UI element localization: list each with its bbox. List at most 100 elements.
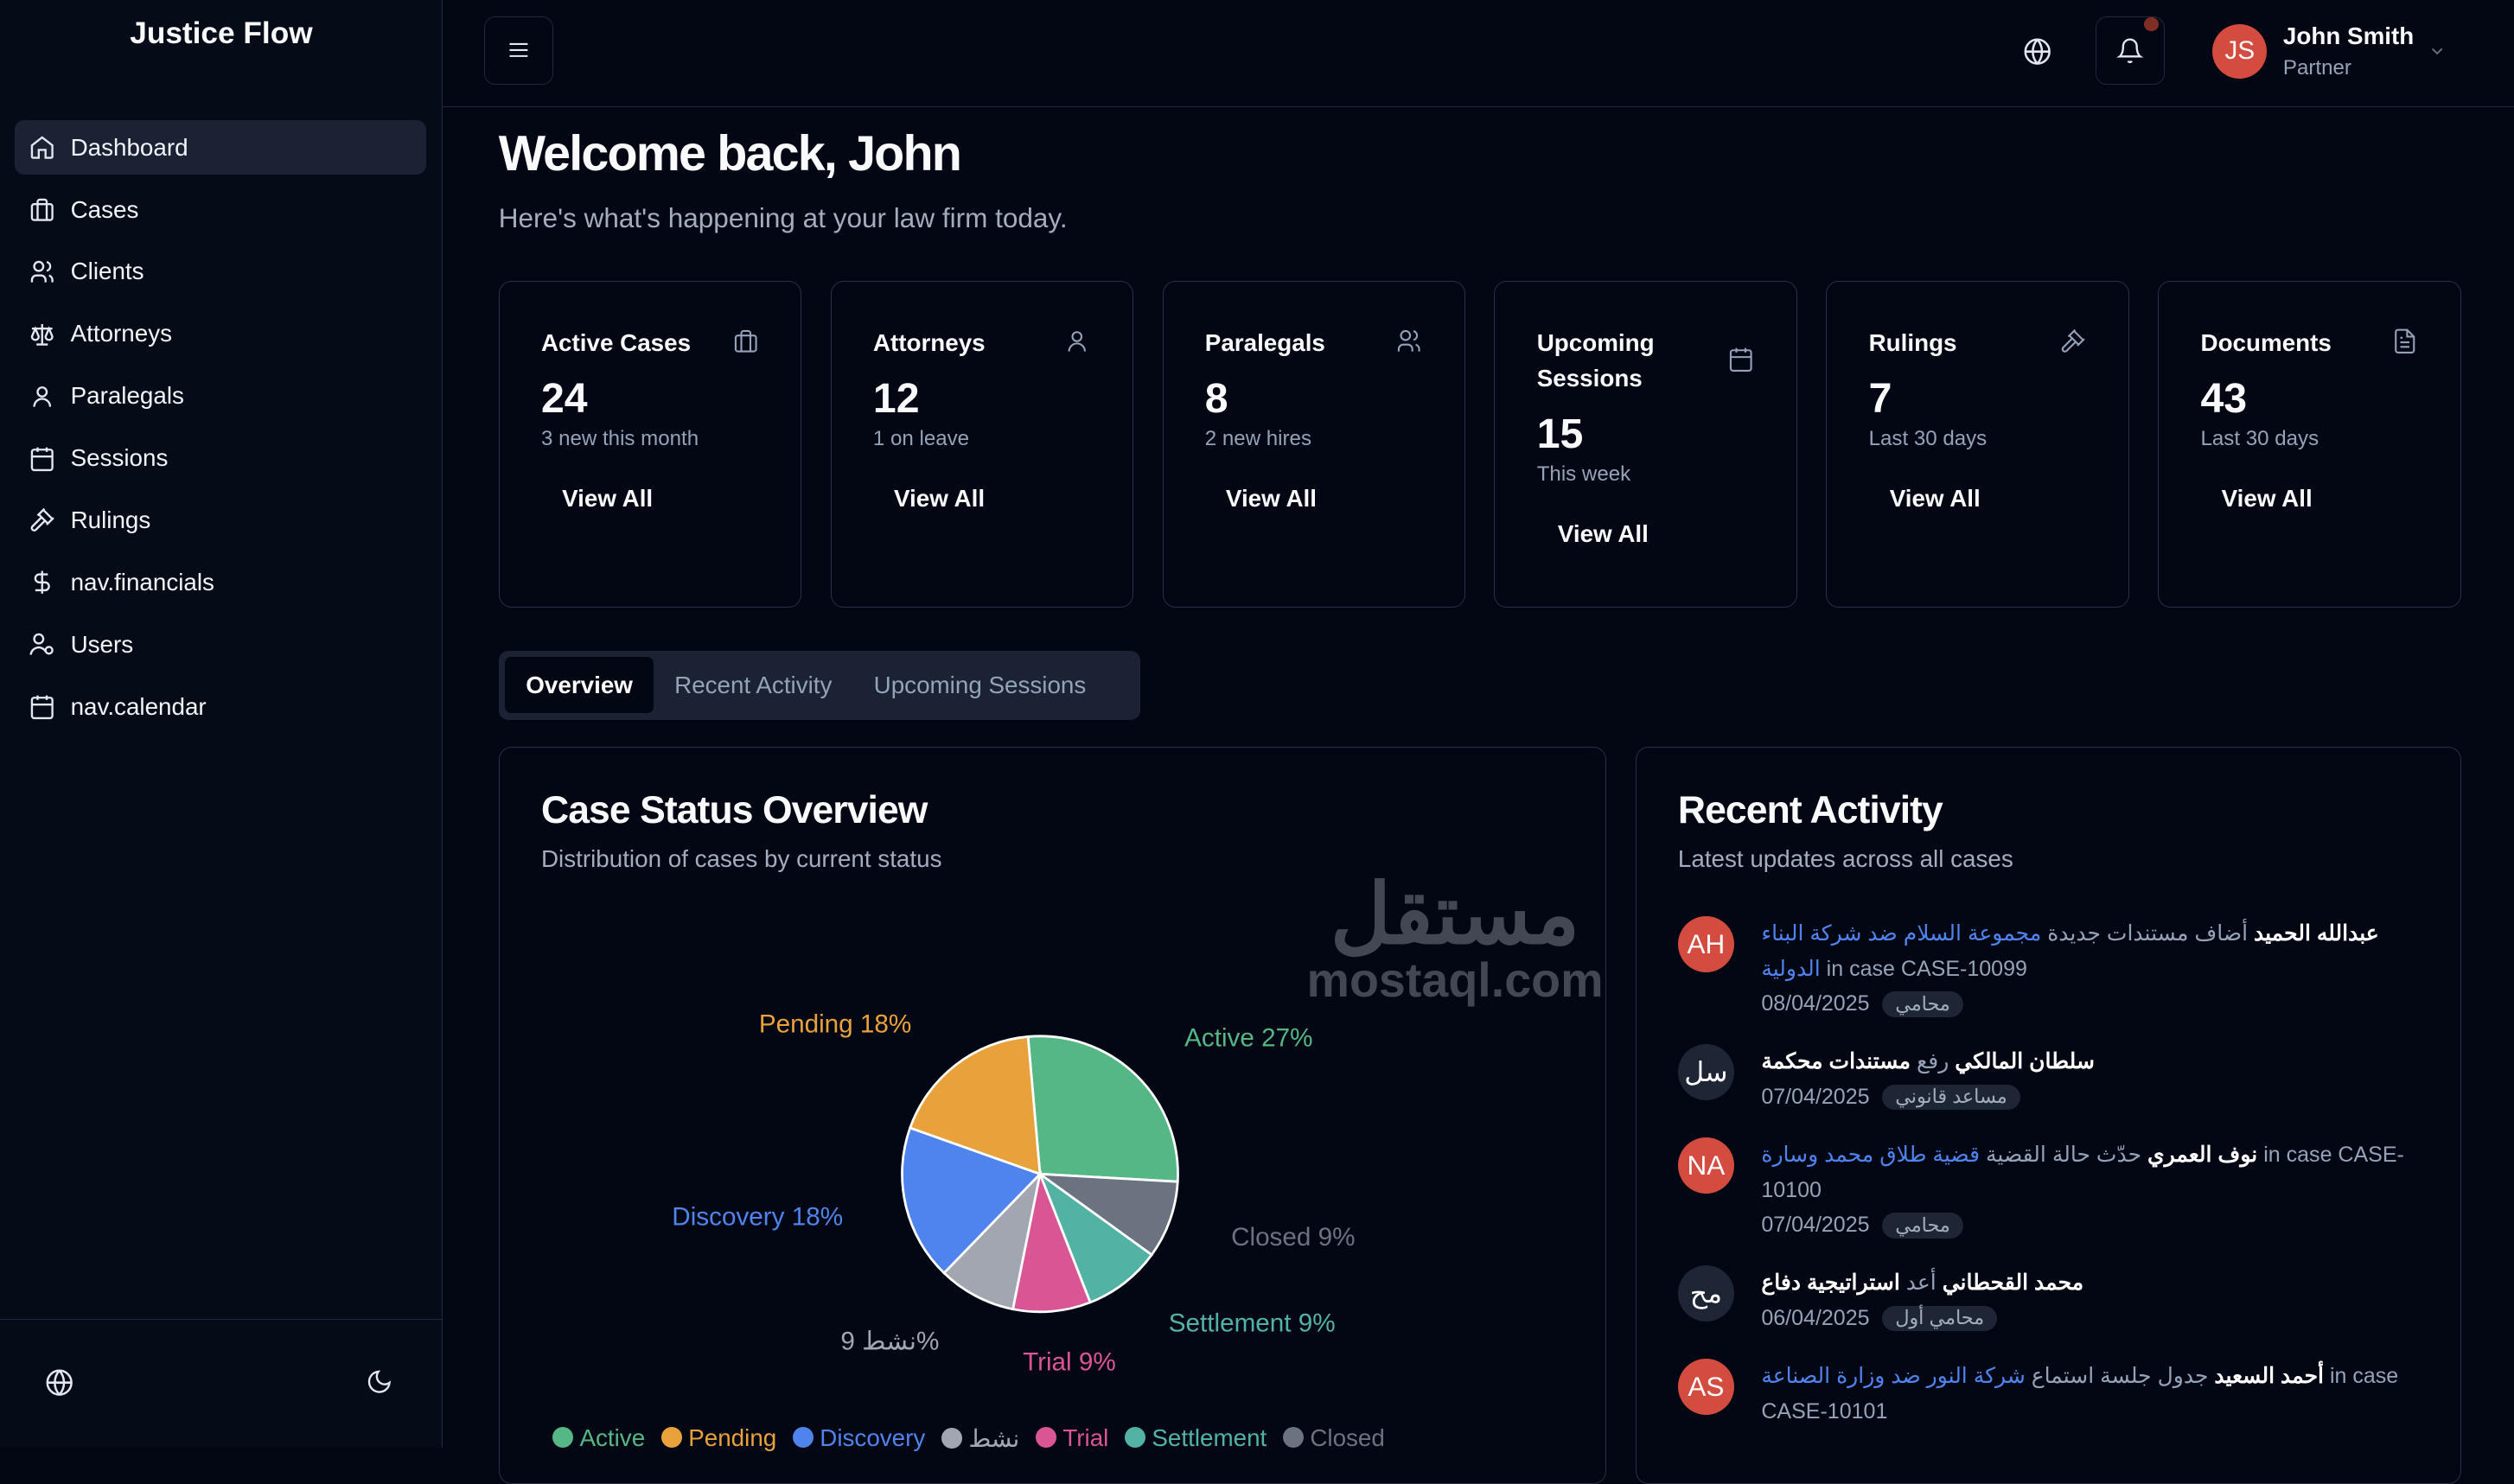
menu-button[interactable]: [484, 16, 553, 86]
pie-slice-4[interactable]: [941, 1170, 1043, 1311]
pie-slice-3[interactable]: [1011, 1169, 1092, 1314]
pie-slice-0[interactable]: [1026, 1035, 1179, 1183]
stat-card: Attorneys 12 1 on leave View All: [830, 280, 1134, 608]
page-title: Welcome back, John: [498, 125, 962, 182]
activity-case-link[interactable]: شركة النور ضد وزارة الصناعة: [1761, 1363, 2026, 1388]
view-all-button[interactable]: View All: [562, 485, 654, 513]
legend-label: Trial: [1062, 1423, 1109, 1451]
role-badge: محامي: [1882, 991, 1963, 1017]
avatar: مح: [1677, 1265, 1734, 1322]
user-icon: [1068, 331, 1087, 353]
legend-item[interactable]: Discovery: [792, 1424, 925, 1453]
globe-icon[interactable]: [2023, 37, 2051, 66]
activity-item: سل سلطان المالكي رفع مستندات محكمة 07/04…: [1677, 1044, 2415, 1115]
activity-case-link: مستندات محكمة: [1761, 1049, 1911, 1074]
menu-icon: [509, 43, 528, 58]
activity-date: 08/04/2025: [1761, 991, 1870, 1016]
view-all-button[interactable]: View All: [1557, 519, 1649, 547]
sidebar-item-label: Sessions: [70, 444, 169, 472]
briefcase-icon: [734, 330, 757, 353]
pie-chart: Active 27% Closed 9% Settlement 9% Trial 9%…: [672, 1010, 1355, 1377]
page-subtitle: Here's what's happening at your law firm…: [498, 201, 1068, 233]
activity-case-link[interactable]: قضية طلاق محمد وسارة: [1761, 1142, 1981, 1167]
user-menu[interactable]: JS John Smith Partner: [2212, 22, 2469, 80]
stat-title: Active Cases: [540, 329, 692, 357]
pie-slice-5[interactable]: [900, 1126, 1043, 1276]
sidebar-item-users[interactable]: Users: [15, 618, 427, 672]
activity-item: AH عبدالله الحميد أضاف مستندات جديدة مجم…: [1677, 915, 2415, 1022]
activity-action: رفع: [1916, 1049, 1949, 1074]
calendar-icon: [1730, 347, 1752, 372]
dashboard-tabs: Overview Recent Activity Upcoming Sessions: [498, 650, 1140, 720]
file-icon: [2395, 328, 2415, 354]
view-all-button[interactable]: View All: [1889, 485, 1981, 513]
legend-dot: [1282, 1426, 1304, 1448]
activity-date: 07/04/2025: [1761, 1084, 1870, 1109]
legend-dot: [660, 1426, 682, 1448]
activity-user: سلطان المالكي: [1955, 1049, 2095, 1074]
card-subtitle: Distribution of cases by current status: [540, 845, 942, 873]
pie-label: Discovery 18%: [672, 1203, 843, 1232]
view-all-button[interactable]: View All: [894, 485, 986, 513]
view-all-button[interactable]: View All: [1225, 485, 1317, 513]
sidebar-item-label: nav.calendar: [70, 693, 207, 721]
legend-label: Active: [579, 1423, 646, 1451]
sidebar-item-attorneys[interactable]: Attorneys: [15, 307, 427, 361]
stat-title: Attorneys: [872, 329, 986, 357]
tab-recent-activity[interactable]: Recent Activity: [674, 671, 833, 698]
legend-label: نشط: [968, 1424, 1020, 1452]
legend-dot: [1124, 1426, 1145, 1448]
globe-icon[interactable]: [45, 1368, 73, 1397]
sidebar-item-clients[interactable]: Clients: [15, 245, 427, 299]
activity-case-id: in case CASE-10099: [1826, 956, 2027, 981]
sidebar-item-nav-financials[interactable]: nav.financials: [15, 556, 427, 610]
notification-dot: [2144, 16, 2160, 32]
view-all-button[interactable]: View All: [2221, 485, 2313, 513]
sidebar-item-nav-calendar[interactable]: nav.calendar: [15, 680, 427, 735]
scale-icon: [31, 323, 54, 346]
sidebar-item-label: Dashboard: [70, 133, 188, 161]
stat-value: 24: [540, 375, 588, 423]
sidebar-item-sessions[interactable]: Sessions: [15, 431, 427, 486]
stat-card: Upcoming Sessions 15 This week View All: [1494, 280, 1797, 608]
legend-item[interactable]: Active: [552, 1424, 645, 1453]
user-role: Partner: [2282, 55, 2351, 80]
legend-item[interactable]: Settlement: [1124, 1424, 1267, 1453]
stat-value: 12: [872, 375, 920, 423]
sidebar-nav: Dashboard Cases Clients Attorneys Paralegals…: [14, 120, 427, 742]
pie-slice-2[interactable]: [1037, 1170, 1153, 1304]
sidebar-item-cases[interactable]: Cases: [15, 182, 427, 237]
pie-slice-1[interactable]: [1036, 1172, 1179, 1258]
sidebar-item-rulings[interactable]: Rulings: [15, 494, 427, 548]
activity-case-link: استراتيجية دفاع: [1761, 1271, 1900, 1296]
activity-date: 06/04/2025: [1761, 1305, 1870, 1330]
pie-slice-6[interactable]: [908, 1035, 1042, 1176]
sidebar-item-label: Attorneys: [70, 320, 172, 347]
role-badge: مساعد قانوني: [1882, 1084, 2020, 1111]
avatar: NA: [1677, 1137, 1734, 1194]
legend-item[interactable]: نشط: [941, 1424, 1019, 1453]
tab-upcoming-sessions[interactable]: Upcoming Sessions: [873, 671, 1087, 698]
user-icon: [33, 385, 52, 407]
sidebar-item-label: Cases: [70, 195, 139, 223]
notifications-button[interactable]: [2095, 16, 2165, 86]
pie-label: 9 نشط%: [840, 1328, 939, 1356]
legend-item[interactable]: Pending: [660, 1424, 776, 1453]
chart-legend: Active Pending Discovery نشط Trial Settlement…: [552, 1424, 1385, 1453]
tab-overview[interactable]: Overview: [505, 657, 654, 714]
activity-item: AS أحمد السعيد جدول جلسة استماع شركة الن…: [1677, 1358, 2415, 1430]
stat-card: Rulings 7 Last 30 days View All: [1826, 280, 2129, 608]
moon-icon[interactable]: [366, 1368, 393, 1396]
sidebar-item-paralegals[interactable]: Paralegals: [15, 369, 427, 424]
dollar-icon: [35, 571, 51, 595]
legend-item[interactable]: Trial: [1035, 1423, 1109, 1453]
sidebar-item-label: nav.financials: [70, 569, 214, 596]
legend-item[interactable]: Closed: [1282, 1424, 1385, 1453]
home-icon: [31, 136, 54, 159]
stat-description: 2 new hires: [1204, 427, 1312, 451]
activity-user: محمد القحطاني: [1942, 1271, 2084, 1296]
stat-title: Paralegals: [1204, 329, 1325, 357]
sidebar-item-dashboard[interactable]: Dashboard: [14, 120, 427, 175]
pie-label: Pending 18%: [759, 1010, 911, 1039]
activity-case-link[interactable]: مجموعة السلام ضد شركة البناء الدولية: [1761, 920, 2042, 981]
